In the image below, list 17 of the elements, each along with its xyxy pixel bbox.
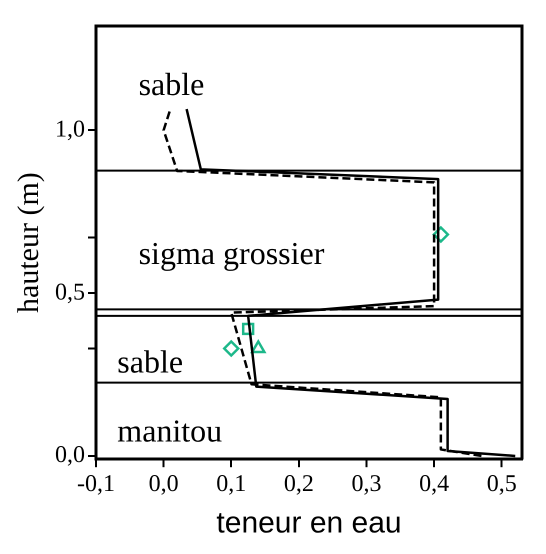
x-tick-label: 0,0: [148, 470, 179, 497]
y-tick-label: 0,5: [55, 279, 85, 306]
annotation: sigma grossier: [138, 235, 325, 271]
x-tick-label: 0,5: [486, 470, 517, 497]
x-tick-label: 0,4: [419, 470, 450, 497]
x-tick-label: 0,1: [216, 470, 246, 497]
y-axis-title: hauteur (m): [12, 172, 45, 313]
x-tick-label: 0,2: [284, 470, 314, 497]
y-tick-label: 0,0: [55, 442, 85, 468]
annotation: sable: [138, 66, 204, 102]
annotation: sable: [117, 343, 184, 380]
x-axis-title: teneur en eau: [216, 506, 402, 540]
x-tick-label: 0,3: [351, 470, 382, 497]
annotation: manitou: [117, 412, 222, 449]
point: [222, 340, 240, 357]
x-tick-label: -0,1: [77, 470, 115, 497]
y-tick-label: 1,0: [55, 116, 85, 143]
